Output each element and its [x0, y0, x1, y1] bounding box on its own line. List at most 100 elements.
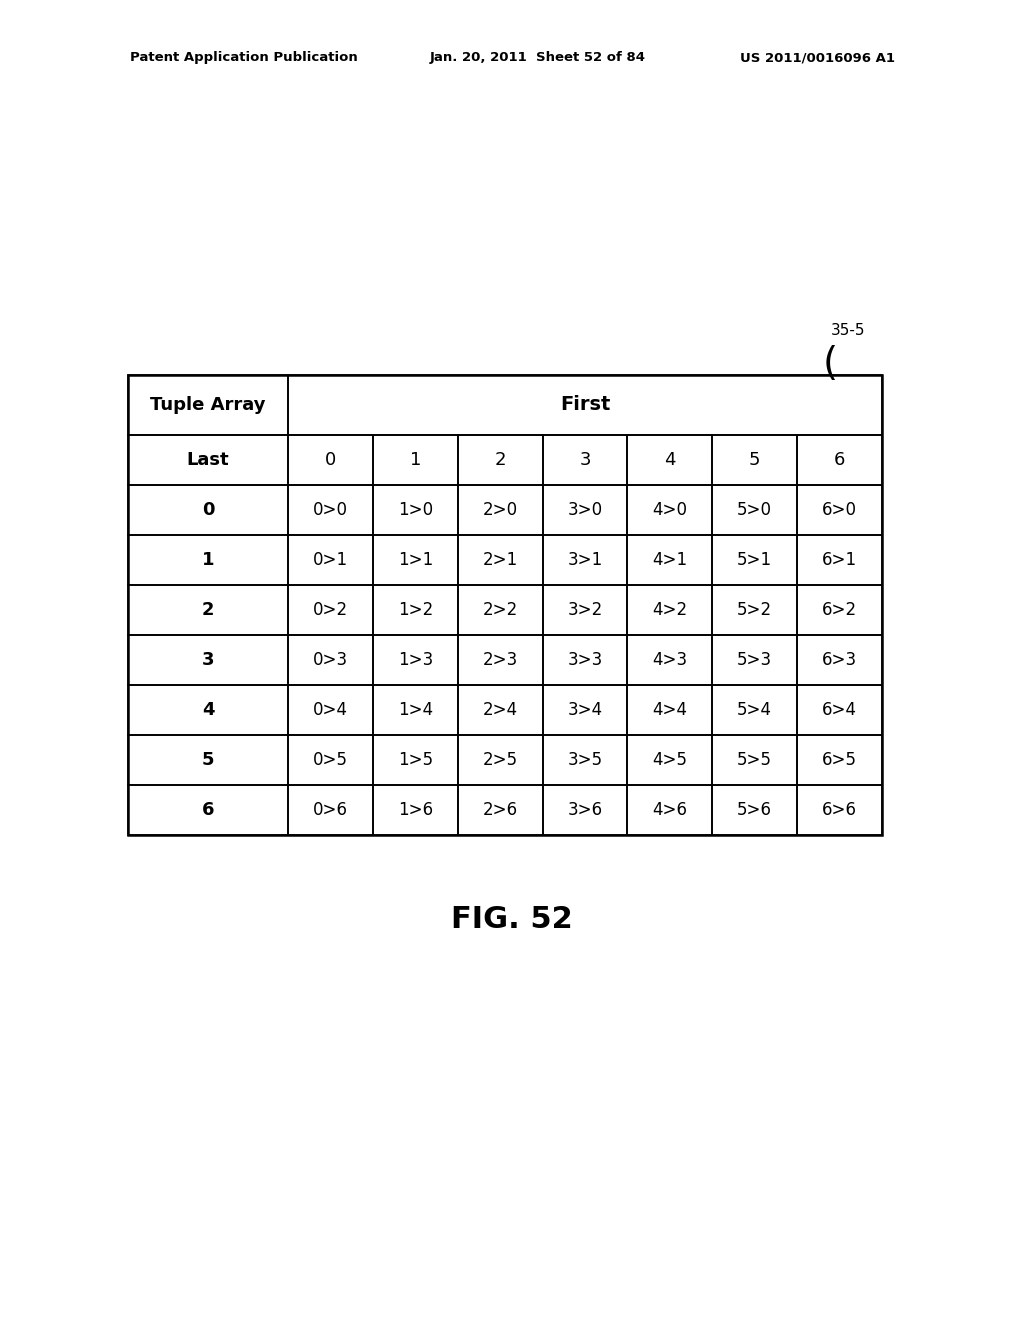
- Text: 2>2: 2>2: [482, 601, 518, 619]
- Bar: [543, 436, 628, 484]
- Bar: [543, 635, 628, 685]
- Bar: [713, 535, 797, 585]
- Bar: [797, 785, 882, 836]
- Text: 2: 2: [202, 601, 214, 619]
- Text: 3>1: 3>1: [567, 550, 603, 569]
- Bar: [288, 375, 882, 436]
- Text: Jan. 20, 2011  Sheet 52 of 84: Jan. 20, 2011 Sheet 52 of 84: [430, 51, 646, 65]
- Bar: [128, 785, 288, 836]
- Bar: [713, 685, 797, 735]
- Bar: [373, 436, 458, 484]
- Bar: [543, 585, 628, 635]
- Text: 6: 6: [202, 801, 214, 818]
- Bar: [458, 484, 543, 535]
- Text: 2>4: 2>4: [482, 701, 518, 719]
- Bar: [628, 535, 713, 585]
- Bar: [458, 785, 543, 836]
- Bar: [797, 484, 882, 535]
- Text: 5>1: 5>1: [737, 550, 772, 569]
- Bar: [128, 685, 288, 735]
- Bar: [288, 785, 373, 836]
- Text: 5>3: 5>3: [737, 651, 772, 669]
- Bar: [543, 484, 628, 535]
- Text: 6>1: 6>1: [822, 550, 857, 569]
- Text: 3>6: 3>6: [567, 801, 602, 818]
- Bar: [543, 735, 628, 785]
- Bar: [288, 585, 373, 635]
- Text: 1>1: 1>1: [397, 550, 433, 569]
- Bar: [543, 535, 628, 585]
- Text: 4>4: 4>4: [652, 701, 687, 719]
- Text: 4: 4: [202, 701, 214, 719]
- Text: 1>5: 1>5: [397, 751, 433, 770]
- Text: 4>1: 4>1: [652, 550, 687, 569]
- Text: Patent Application Publication: Patent Application Publication: [130, 51, 357, 65]
- Bar: [713, 585, 797, 635]
- Bar: [458, 735, 543, 785]
- Text: 1>3: 1>3: [397, 651, 433, 669]
- Bar: [628, 484, 713, 535]
- Bar: [128, 735, 288, 785]
- Bar: [458, 635, 543, 685]
- Text: 5: 5: [202, 751, 214, 770]
- Text: 4>5: 4>5: [652, 751, 687, 770]
- Bar: [543, 685, 628, 735]
- Text: 35-5: 35-5: [830, 323, 865, 338]
- Text: 5>4: 5>4: [737, 701, 772, 719]
- Bar: [128, 535, 288, 585]
- Text: 1>2: 1>2: [397, 601, 433, 619]
- Bar: [543, 785, 628, 836]
- Text: 2>1: 2>1: [482, 550, 518, 569]
- Bar: [628, 735, 713, 785]
- Text: 2>6: 2>6: [482, 801, 518, 818]
- Text: 6>3: 6>3: [822, 651, 857, 669]
- Text: 0>5: 0>5: [313, 751, 348, 770]
- Bar: [797, 735, 882, 785]
- Text: 0: 0: [325, 451, 336, 469]
- Text: 6>4: 6>4: [822, 701, 857, 719]
- Text: 6>5: 6>5: [822, 751, 857, 770]
- Text: 3: 3: [202, 651, 214, 669]
- Bar: [713, 785, 797, 836]
- Bar: [713, 635, 797, 685]
- Text: 2>0: 2>0: [482, 502, 518, 519]
- Text: 2: 2: [495, 451, 506, 469]
- Bar: [628, 785, 713, 836]
- Bar: [128, 585, 288, 635]
- Bar: [288, 735, 373, 785]
- Text: 0>0: 0>0: [313, 502, 348, 519]
- Text: 5>0: 5>0: [737, 502, 772, 519]
- Bar: [797, 685, 882, 735]
- Bar: [713, 436, 797, 484]
- Bar: [373, 735, 458, 785]
- Bar: [458, 685, 543, 735]
- Bar: [373, 785, 458, 836]
- Text: 4>0: 4>0: [652, 502, 687, 519]
- Bar: [373, 585, 458, 635]
- Bar: [458, 436, 543, 484]
- Bar: [628, 685, 713, 735]
- Text: 0>1: 0>1: [313, 550, 348, 569]
- Text: Last: Last: [186, 451, 229, 469]
- Text: 1>0: 1>0: [397, 502, 433, 519]
- Text: 2>3: 2>3: [482, 651, 518, 669]
- Text: 0>4: 0>4: [313, 701, 348, 719]
- Text: 6>2: 6>2: [822, 601, 857, 619]
- Bar: [288, 635, 373, 685]
- Text: 5: 5: [749, 451, 761, 469]
- Text: 5>5: 5>5: [737, 751, 772, 770]
- Bar: [797, 436, 882, 484]
- Text: 4>6: 4>6: [652, 801, 687, 818]
- Bar: [713, 484, 797, 535]
- Text: FIG. 52: FIG. 52: [452, 906, 572, 935]
- Text: 4>2: 4>2: [652, 601, 687, 619]
- Bar: [128, 436, 288, 484]
- Text: Tuple Array: Tuple Array: [151, 396, 266, 414]
- Text: 4>3: 4>3: [652, 651, 687, 669]
- Text: 3>0: 3>0: [567, 502, 602, 519]
- Text: 3>2: 3>2: [567, 601, 603, 619]
- Text: 6>6: 6>6: [822, 801, 857, 818]
- Text: 0>2: 0>2: [313, 601, 348, 619]
- Bar: [373, 535, 458, 585]
- Text: 1: 1: [202, 550, 214, 569]
